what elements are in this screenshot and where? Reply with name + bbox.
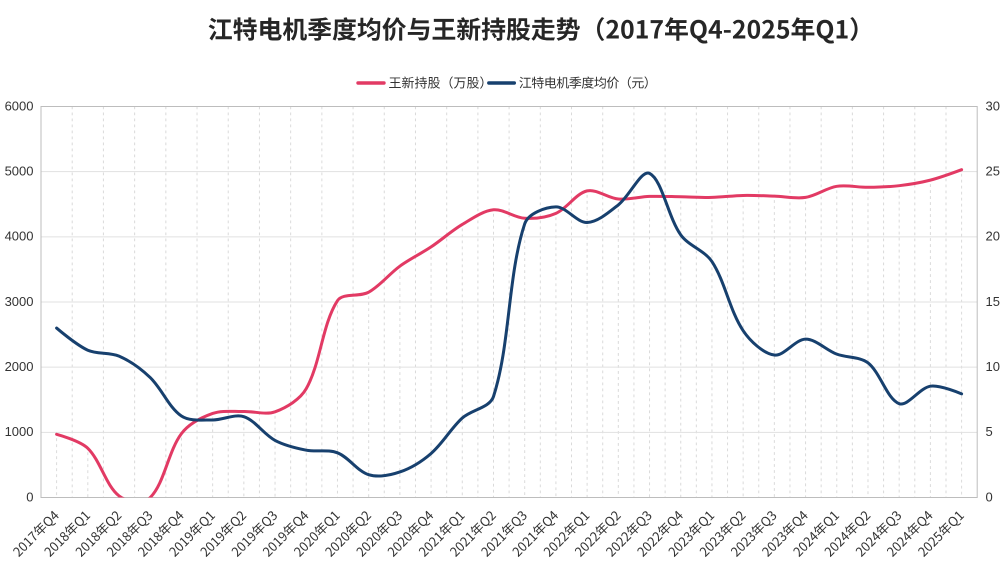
svg-text:10: 10 bbox=[986, 359, 1000, 374]
svg-text:15: 15 bbox=[986, 294, 1000, 309]
svg-text:4000: 4000 bbox=[5, 229, 34, 244]
svg-text:5000: 5000 bbox=[5, 163, 34, 178]
svg-text:0: 0 bbox=[986, 489, 993, 504]
svg-text:3000: 3000 bbox=[5, 294, 34, 309]
svg-text:25: 25 bbox=[986, 163, 1000, 178]
svg-text:20: 20 bbox=[986, 229, 1000, 244]
svg-text:2000: 2000 bbox=[5, 359, 34, 374]
svg-text:6000: 6000 bbox=[5, 98, 34, 113]
svg-text:30: 30 bbox=[986, 98, 1000, 113]
svg-text:1000: 1000 bbox=[5, 424, 34, 439]
svg-text:5: 5 bbox=[986, 424, 993, 439]
svg-text:0: 0 bbox=[26, 489, 33, 504]
